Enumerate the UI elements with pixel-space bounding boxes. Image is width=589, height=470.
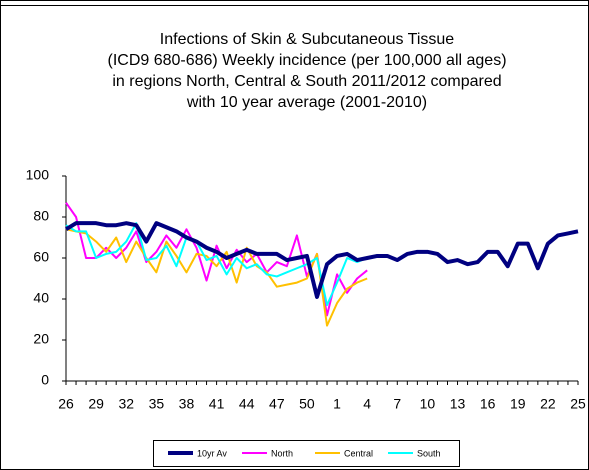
legend-label: North [271,448,293,458]
chart-title: (ICD9 680-686) Weekly incidence (per 100… [107,52,506,69]
x-tick-label: 29 [88,396,104,412]
series-line [64,221,579,299]
y-tick-label: 60 [33,249,49,265]
x-tick-label: 50 [299,396,315,412]
y-tick-label: 40 [33,290,49,306]
x-tick-label: 16 [480,396,496,412]
legend-label: 10yr Av [197,448,227,458]
series-line [65,228,368,327]
y-tick-label: 80 [33,208,49,224]
series-line [65,222,368,307]
chart-title: with 10 year average (2001-2010) [186,94,427,111]
x-tick-label: 25 [570,396,586,412]
x-tick-label: 7 [393,396,401,412]
legend-label: South [417,448,441,458]
x-tick-label: 13 [450,396,466,412]
x-tick-label: 38 [179,396,195,412]
x-tick-label: 19 [510,396,526,412]
legend-label: Central [344,448,373,458]
x-tick-label: 44 [239,396,255,412]
y-tick-label: 100 [26,167,50,183]
x-tick-label: 26 [58,396,74,412]
x-tick-label: 47 [269,396,285,412]
x-tick-label: 35 [149,396,165,412]
y-tick-label: 0 [41,372,49,388]
chart-title: in regions North, Central & South 2011/2… [112,73,501,90]
x-tick-label: 22 [540,396,556,412]
x-tick-label: 10 [420,396,436,412]
x-tick-label: 4 [363,396,371,412]
x-tick-label: 32 [118,396,134,412]
chart-title: Infections of Skin & Subcutaneous Tissue [160,31,455,48]
x-tick-label: 1 [333,396,341,412]
x-tick-label: 41 [209,396,225,412]
y-tick-label: 20 [33,331,49,347]
